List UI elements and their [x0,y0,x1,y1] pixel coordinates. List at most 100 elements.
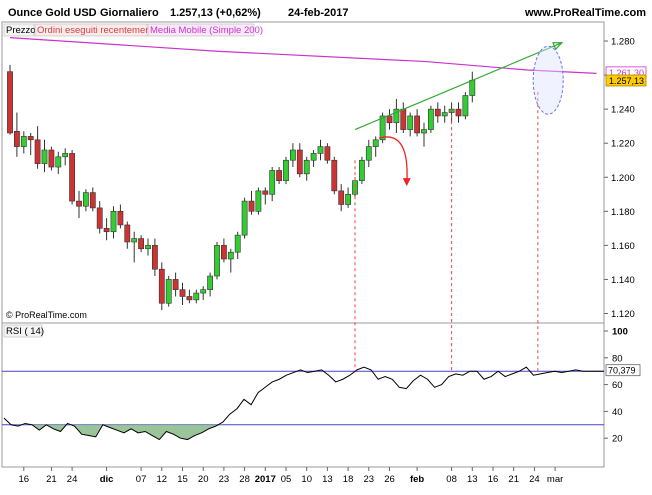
candle-body [379,115,386,141]
price-chart [7,37,597,311]
candle-body [103,228,110,233]
pullback-arrow-head [402,178,411,187]
period-label: Giornaliero [100,7,159,19]
candle-body [48,149,55,168]
site-url[interactable]: www.ProRealTime.com [524,7,646,19]
x-axis-tick-label: mar [547,474,563,485]
rsi-line [3,366,604,441]
x-axis-tick-label: 2017 [255,474,276,485]
candle-body [262,190,269,195]
candle-body [83,192,89,207]
candle-body [248,200,255,212]
x-axis-tick-label: 18 [343,474,354,485]
x-axis-tick-label: 21 [46,474,57,485]
candle-body [138,238,144,250]
moving-average-line [9,37,597,74]
price-axis-tick-label: 1.120 [611,309,635,320]
x-axis-tick-label: 13 [467,474,478,485]
candle-body [303,159,310,175]
candle-body [207,275,213,290]
candle-body [462,95,469,117]
x-axis-tick-label: 08 [446,474,457,485]
candle-body [179,289,186,297]
x-axis-tick-label: 12 [157,474,168,485]
price-axis-tick-label: 1.180 [611,207,635,218]
pullback-arrow-line [378,136,408,185]
candle-body [145,245,151,250]
candle-body [441,112,448,117]
highlight-ellipse [532,45,564,115]
candle-body [55,156,62,168]
candle-body [414,115,420,134]
watermark: © ProRealTime.com [6,310,87,320]
candle-body [96,207,103,229]
price-axis-tick-label: 1.280 [611,37,635,48]
candle-body [269,170,276,195]
price-axis-tick-label: 1.160 [611,241,635,252]
price-panel [1,21,605,324]
candle-body [172,279,179,290]
rsi-axis-tick-label: 80 [612,353,623,364]
quote-date: 24-feb-2017 [288,7,349,19]
x-axis-tick-label: 28 [239,474,250,485]
candle-body [34,139,41,164]
candle-body [289,149,296,161]
candle-body [365,146,372,161]
candle-body [469,79,476,96]
trend-arrow-head [552,42,564,51]
candle-body [186,296,193,301]
candle-body [117,211,124,226]
candle-body [400,108,407,130]
candle-body [372,139,379,147]
price-axis-tick-label: 1.140 [611,275,635,286]
candle-body [358,159,365,181]
candle-body [131,238,138,243]
last-price-label: 1.257,13 [609,76,644,86]
x-axis-tick-label: 05 [281,474,292,485]
legend-moving-average[interactable]: Media Mobile (Simple 200) [150,25,263,36]
x-axis-tick-label: 26 [384,474,395,485]
rsi-axis-tick-label: 20 [612,434,623,445]
rsi-value-box [605,364,641,377]
candle-body [200,289,207,294]
candle-body [241,200,248,236]
candle-body [276,170,282,181]
candle-body [20,136,27,147]
x-axis-tick-label: 15 [177,474,188,485]
candle-body [221,245,227,260]
x-axis-tick-label: 23 [364,474,375,485]
candle-body [421,129,427,134]
candle-body [345,193,351,205]
ma-value-label: 1.261,30 [609,68,644,78]
rsi-oversold-fill [11,424,223,440]
candle-body [7,71,13,134]
candle-body [386,115,393,124]
candle-body [158,268,165,304]
candle-body [214,245,220,277]
candle-body [14,130,20,147]
x-axis-tick-label: 20 [198,474,209,485]
x-axis-tick-label: 24 [529,474,540,485]
candle-body [110,211,117,233]
x-axis-tick-label: feb [410,474,424,485]
legend-orders[interactable]: Ordini eseguiti recentemente [37,25,158,36]
rsi-value-label: 70,379 [608,366,636,376]
x-axis-tick-label: dic [100,474,114,485]
rsi-panel [1,322,605,468]
x-axis-tick-label: 13 [322,474,333,485]
candle-body [69,153,75,202]
candle-body [76,200,82,207]
last-price-box [605,74,647,87]
rsi-chart [2,366,604,441]
candle-body [317,146,324,154]
legend-price[interactable]: Prezzo [6,25,36,36]
price-axis-tick-label: 1.200 [611,173,635,184]
x-axis-tick-label: 16 [19,474,30,485]
legend-rsi[interactable]: RSI ( 14) [6,326,44,337]
candle-body [407,115,414,130]
candle-body [324,146,331,161]
rsi-axis-tick-label: 40 [612,407,623,418]
candle-body [393,108,400,124]
price-axis-tick-label: 1.240 [611,105,635,116]
instrument-name: Ounce Gold USD [8,7,97,19]
